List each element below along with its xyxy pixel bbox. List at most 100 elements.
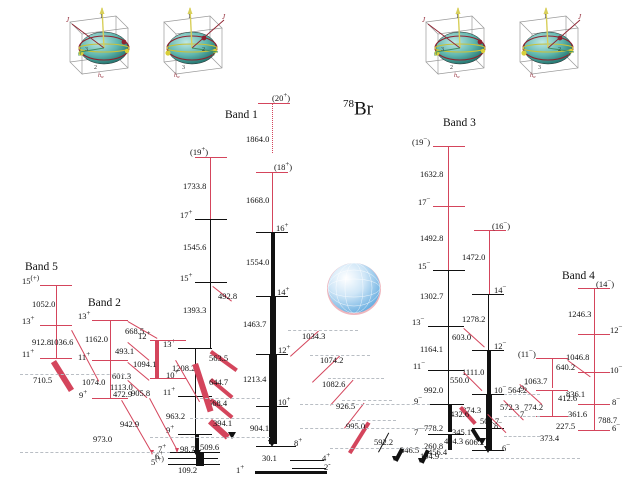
spin-band1-15p: 15+ — [180, 271, 193, 283]
svg-text:J: J — [578, 13, 582, 21]
energy-1278: 1278.2 — [462, 314, 486, 324]
energy-1302: 1302.7 — [420, 291, 444, 301]
energy-1472: 1472.0 — [462, 252, 486, 262]
energy-601: 601.3 — [112, 371, 132, 381]
angular-momentum-inset-right-a: J θ 3 1 2 hw — [422, 7, 486, 79]
transition-1668 — [272, 172, 273, 232]
spin-band1-13p: 13+ — [163, 337, 176, 349]
energy-905: 905.8 — [131, 388, 151, 398]
energy-30: 30.1 — [262, 453, 277, 463]
spherical-shape-icon — [327, 262, 381, 315]
energy-109: 109.2 — [178, 465, 198, 475]
guide-line-2 — [200, 398, 260, 399]
spin-band1-2m: 2- — [324, 460, 331, 472]
energy-1063: 1063.7 — [524, 376, 548, 386]
energy-1111: 1111.0 — [462, 367, 485, 377]
transition-1545 — [210, 219, 211, 282]
svg-text:3: 3 — [85, 47, 88, 53]
transition-1632 — [448, 146, 449, 206]
spin-band4-11m: (11−) — [518, 347, 536, 359]
level-band3-9m — [428, 404, 464, 405]
level-band3-16m — [474, 230, 506, 231]
svg-text:2: 2 — [94, 65, 97, 71]
spin-band3-15m: 15− — [418, 259, 431, 271]
arrow-904 — [268, 440, 276, 447]
spin-band3-11m: 11− — [413, 359, 426, 371]
band-3-label: Band 3 — [443, 117, 476, 129]
level-band5-11p — [40, 358, 72, 359]
energy-1094: 1094.1 — [133, 359, 157, 369]
spin-band3-17m: 17− — [418, 195, 431, 207]
energy-973: 973.0 — [93, 434, 113, 444]
spin-band1-17p: 17+ — [180, 208, 193, 220]
energy-504: 504.7 — [480, 416, 500, 426]
energy-1492: 1492.8 — [420, 233, 444, 243]
spin-band1-6p: 6+ — [155, 449, 164, 461]
svg-text:3: 3 — [538, 65, 541, 71]
guide-line-5 — [20, 452, 170, 453]
level-band1-7p — [170, 452, 220, 453]
transition-1278 — [488, 294, 489, 350]
energy-874: 874.3 — [462, 405, 482, 415]
guide-1034 — [288, 330, 358, 331]
transition-1111 — [487, 350, 491, 394]
energy-1632: 1632.8 — [420, 169, 444, 179]
spin-band3-6m: 6− — [502, 441, 511, 453]
energy-1213: 1213.4 — [243, 374, 267, 384]
transition-1094 — [155, 340, 159, 378]
level-band1-1p — [255, 471, 327, 474]
level-band1-17p — [195, 219, 227, 220]
guide-1082 — [328, 378, 384, 379]
arrow-346 — [392, 456, 396, 461]
svg-text:hw: hw — [454, 73, 460, 79]
spin-band3-13m: 13− — [412, 315, 425, 327]
level-band3-19m — [433, 146, 465, 147]
energy-606: 606.2 — [465, 437, 485, 447]
energy-361: 361.6 — [568, 409, 588, 419]
spin-band5-11p: 11+ — [22, 347, 35, 359]
energy-1052: 1052.0 — [32, 299, 56, 309]
svg-text:2: 2 — [558, 47, 561, 53]
svg-text:hw: hw — [98, 73, 104, 79]
spin-band2-12p: 12+ — [138, 329, 151, 341]
energy-912: 912.8 — [32, 337, 52, 347]
energy-592: 592.2 — [374, 437, 394, 447]
spin-band1-4p: 4+ — [322, 451, 331, 463]
level-band2-10p — [150, 378, 186, 379]
spin-band3-7m: 7− — [414, 425, 423, 437]
guide-line-7 — [300, 428, 430, 429]
guide-line-9 — [504, 394, 540, 395]
energy-710: 710.5 — [33, 375, 53, 385]
spin-band4-14m: (14−) — [596, 277, 615, 289]
level-band2-12p — [150, 340, 186, 341]
transition-788 — [594, 404, 595, 430]
energy-603: 603.0 — [452, 332, 472, 342]
angular-momentum-inset-left-b: J θ 2 1 3 hw — [163, 7, 226, 79]
energy-992: 992.0 — [424, 385, 444, 395]
energy-995: 995.0 — [346, 421, 366, 431]
spin-band1-16p: 16+ — [276, 221, 289, 233]
energy-493: 493.1 — [115, 346, 135, 356]
energy-1164: 1164.1 — [420, 344, 444, 354]
transition-1302 — [448, 270, 449, 326]
svg-text:3: 3 — [441, 47, 444, 53]
transition-1472 — [489, 230, 490, 294]
level-band1-20p — [258, 103, 290, 104]
level-band3-7m — [428, 434, 464, 435]
energy-472: 472.9 — [113, 389, 133, 399]
energy-1046: 1046.8 — [566, 352, 590, 362]
energy-509: 509.6 — [200, 442, 220, 452]
svg-text:θ: θ — [78, 52, 81, 58]
svg-text:J: J — [222, 13, 226, 21]
spin-band3-9m: 9− — [414, 394, 423, 406]
energy-564: 564.2 — [508, 385, 528, 395]
spin-band3-19m: (19−) — [412, 135, 431, 147]
svg-text:θ: θ — [568, 52, 571, 58]
band-1-label: Band 1 — [225, 109, 258, 121]
spin-band4-9m: 9− — [520, 381, 529, 393]
svg-text:2: 2 — [450, 65, 453, 71]
spin-band1-8p: 8+ — [294, 436, 303, 448]
spin-band1-20p: (20+) — [272, 91, 291, 103]
transition-1208 — [195, 348, 196, 396]
spin-band4-10m: 10− — [610, 363, 623, 375]
